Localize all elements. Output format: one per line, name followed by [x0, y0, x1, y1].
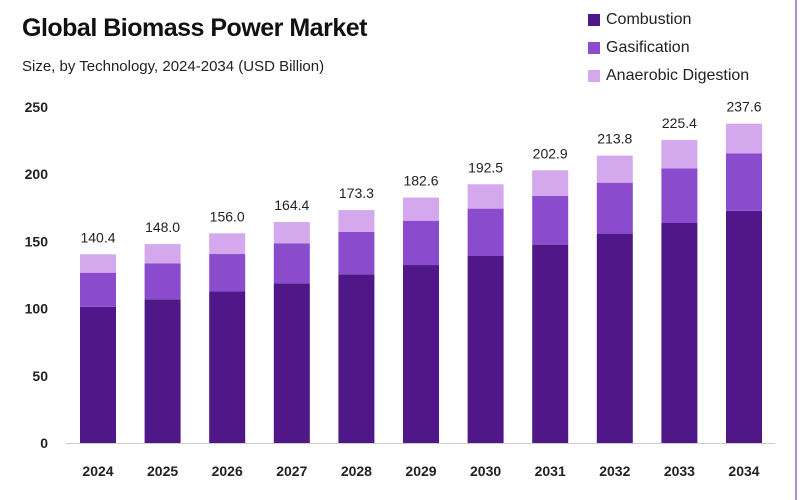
bar-segment-anaerobic-digestion-2031	[532, 170, 569, 196]
bar-segment-gasification-2034	[726, 153, 762, 211]
legend-item-anaerobic: Anaerobic Digestion	[588, 62, 749, 90]
x-tick-label: 2034	[728, 463, 759, 479]
bar-segment-anaerobic-digestion-2034	[726, 123, 762, 154]
bar-segment-anaerobic-digestion-2029	[403, 197, 439, 221]
y-tick-label: 250	[25, 99, 49, 115]
x-tick-label: 2032	[599, 463, 630, 479]
chart-subtitle: Size, by Technology, 2024-2034 (USD Bill…	[22, 58, 325, 75]
bar-segment-gasification-2032	[596, 182, 633, 235]
y-tick-label: 0	[40, 435, 48, 451]
bar-segment-anaerobic-digestion-2026	[209, 233, 246, 255]
y-tick-label: 100	[25, 301, 49, 317]
bar-segment-combustion-2028	[338, 274, 375, 443]
x-tick-label: 2029	[405, 463, 436, 479]
bar-segment-combustion-2024	[80, 306, 116, 443]
x-tick-label: 2033	[664, 463, 695, 479]
bar-segment-anaerobic-digestion-2032	[596, 155, 633, 183]
bar-segment-combustion-2030	[467, 255, 504, 443]
bar-segment-combustion-2034	[726, 210, 762, 443]
bar-segment-anaerobic-digestion-2025	[144, 244, 181, 264]
legend-item-combustion: Combustion	[588, 6, 749, 34]
bar-segment-anaerobic-digestion-2024	[80, 254, 116, 273]
bar-segment-combustion-2026	[209, 291, 246, 443]
data-label-total: 202.9	[533, 145, 568, 161]
x-tick-label: 2025	[147, 463, 178, 479]
x-tick-label: 2026	[212, 463, 243, 479]
bar-segment-combustion-2031	[532, 244, 569, 443]
legend-swatch	[588, 14, 600, 26]
bar-segment-gasification-2027	[273, 243, 310, 284]
legend-swatch	[588, 42, 600, 54]
frame-border	[795, 0, 797, 500]
data-label-total: 164.4	[274, 197, 309, 213]
data-label-total: 148.0	[145, 219, 180, 235]
data-label-total: 225.4	[662, 115, 697, 131]
bar-segment-combustion-2025	[144, 299, 181, 443]
legend-swatch	[588, 70, 600, 82]
data-label-total: 182.6	[403, 173, 438, 189]
bar-segment-combustion-2029	[403, 265, 439, 443]
bar-segment-anaerobic-digestion-2027	[273, 222, 310, 244]
x-tick-label: 2028	[341, 463, 372, 479]
data-label-total: 213.8	[597, 131, 632, 147]
x-tick-label: 2024	[82, 463, 113, 479]
legend-label: Gasification	[606, 39, 690, 56]
bar-segment-gasification-2025	[144, 263, 181, 300]
legend-item-gasification: Gasification	[588, 34, 749, 62]
data-label-total: 156.0	[210, 208, 245, 224]
legend: Combustion Gasification Anaerobic Digest…	[588, 6, 749, 90]
legend-label: Anaerobic Digestion	[606, 67, 750, 84]
y-tick-label: 200	[25, 166, 49, 182]
y-tick-label: 50	[32, 368, 48, 384]
bar-segment-gasification-2030	[467, 208, 504, 256]
x-tick-label: 2027	[276, 463, 307, 479]
y-tick-label: 150	[25, 233, 49, 249]
bar-segment-combustion-2033	[661, 222, 698, 443]
bar-segment-gasification-2028	[338, 231, 375, 275]
bar-segment-gasification-2026	[209, 254, 246, 292]
chart-title: Global Biomass Power Market	[22, 14, 367, 42]
bar-segment-anaerobic-digestion-2028	[338, 210, 375, 232]
bar-segment-anaerobic-digestion-2030	[467, 184, 504, 209]
data-label-total: 237.6	[726, 99, 761, 115]
x-tick-label: 2031	[535, 463, 566, 479]
bar-segment-combustion-2032	[596, 234, 633, 443]
bar-segment-gasification-2029	[403, 220, 439, 266]
bar-segment-anaerobic-digestion-2033	[661, 140, 698, 169]
bar-segment-combustion-2027	[273, 283, 310, 443]
legend-label: Combustion	[606, 11, 692, 28]
data-label-total: 192.5	[468, 159, 503, 175]
data-label-total: 140.4	[80, 229, 115, 245]
bar-segment-gasification-2033	[661, 168, 698, 223]
bar-segment-gasification-2031	[532, 195, 569, 245]
bar-segment-gasification-2024	[80, 272, 116, 307]
data-label-total: 173.3	[339, 185, 374, 201]
x-tick-label: 2030	[470, 463, 501, 479]
